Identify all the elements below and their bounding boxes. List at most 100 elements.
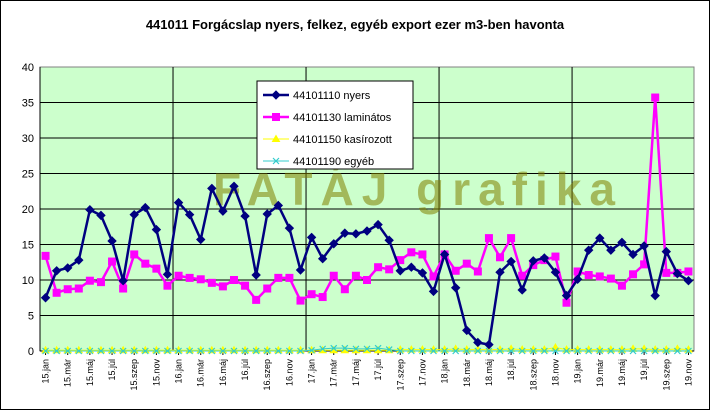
data-point (685, 347, 692, 355)
data-point (174, 271, 183, 280)
data-point (130, 347, 138, 355)
data-point (418, 347, 426, 355)
data-point (86, 347, 94, 355)
data-point (152, 264, 161, 273)
x-tick-label: 19.már (595, 359, 605, 387)
data-point (430, 347, 437, 355)
y-tick-label: 10 (22, 275, 34, 287)
data-point (196, 234, 206, 245)
data-point (130, 250, 139, 259)
x-tick-label: 17.már (329, 359, 339, 387)
data-point (618, 347, 626, 355)
x-tick-label: 18.jan (440, 359, 450, 384)
data-point (319, 345, 327, 353)
data-point (651, 93, 660, 102)
data-point (241, 281, 250, 290)
x-tick-label: 16.nov (284, 359, 294, 387)
data-point (473, 267, 482, 276)
x-tick-label: 17.szep (395, 359, 405, 391)
data-point (340, 228, 350, 238)
data-point (317, 253, 328, 264)
data-point (439, 249, 450, 260)
data-point (628, 249, 638, 260)
x-tick-label: 17.nov (417, 359, 427, 387)
data-point (330, 344, 338, 352)
data-point (207, 183, 217, 194)
data-point (507, 234, 516, 243)
legend-label: 44101190 egyéb (293, 156, 374, 168)
data-point (507, 347, 515, 355)
data-point (495, 267, 505, 277)
data-point (241, 347, 249, 355)
data-point (629, 347, 637, 355)
data-point (672, 268, 683, 279)
data-point (585, 347, 593, 355)
x-tick-label: 18.nov (550, 359, 560, 387)
data-point (617, 281, 626, 290)
data-point (186, 347, 194, 355)
data-point (517, 285, 527, 295)
y-tick-label: 0 (28, 346, 34, 358)
x-tick-label: 15.nov (151, 359, 161, 387)
data-point (617, 237, 627, 248)
data-point (40, 293, 51, 303)
data-point (363, 345, 371, 353)
x-tick-label: 15.júl (107, 359, 117, 381)
data-point (173, 197, 184, 208)
legend-swatch-marker (271, 134, 281, 142)
data-point (129, 209, 139, 220)
data-point (274, 347, 282, 355)
data-point (164, 347, 171, 355)
data-point (251, 270, 261, 280)
x-tick-label: 18.máj (484, 359, 494, 386)
x-tick-label: 16.már (196, 359, 206, 387)
data-point (351, 229, 361, 239)
data-point (496, 347, 504, 355)
data-point (64, 347, 72, 355)
data-point (163, 281, 172, 290)
data-point (52, 288, 61, 297)
x-tick-label: 17.júl (373, 359, 383, 381)
data-point (463, 347, 471, 355)
data-point (295, 265, 306, 275)
data-point (306, 232, 317, 243)
data-point (528, 256, 538, 266)
data-point (407, 347, 415, 355)
data-point (307, 290, 316, 299)
x-tick-label: 15.jan (41, 359, 51, 384)
data-point (285, 273, 294, 282)
data-point (661, 246, 671, 257)
data-point (351, 271, 360, 280)
data-point (74, 284, 83, 293)
x-tick-label: 15.szep (129, 359, 139, 391)
data-point (407, 248, 416, 257)
data-point (406, 262, 417, 272)
data-point (629, 270, 638, 279)
data-point (297, 347, 304, 355)
data-point (263, 347, 271, 355)
data-point (141, 347, 149, 355)
x-tick-label: 16.júl (240, 359, 250, 381)
data-point (683, 276, 694, 286)
x-tick-label: 16.máj (218, 359, 228, 386)
data-point (395, 266, 405, 276)
data-point (229, 181, 239, 191)
data-point (308, 346, 316, 354)
x-tick-label: 15.máj (85, 359, 95, 386)
data-point (441, 347, 449, 355)
data-point (550, 267, 561, 277)
data-point (85, 205, 95, 215)
data-point (274, 273, 283, 282)
data-point (74, 255, 84, 265)
data-point (218, 282, 227, 291)
data-point (51, 266, 62, 276)
data-point (684, 267, 693, 276)
data-point (451, 266, 460, 275)
data-point (606, 274, 615, 283)
x-tick-label: 18.már (462, 359, 472, 387)
data-point (196, 275, 205, 284)
series-egyeb (42, 344, 692, 355)
data-point (318, 293, 327, 302)
data-point (540, 347, 548, 355)
data-point (572, 274, 583, 284)
